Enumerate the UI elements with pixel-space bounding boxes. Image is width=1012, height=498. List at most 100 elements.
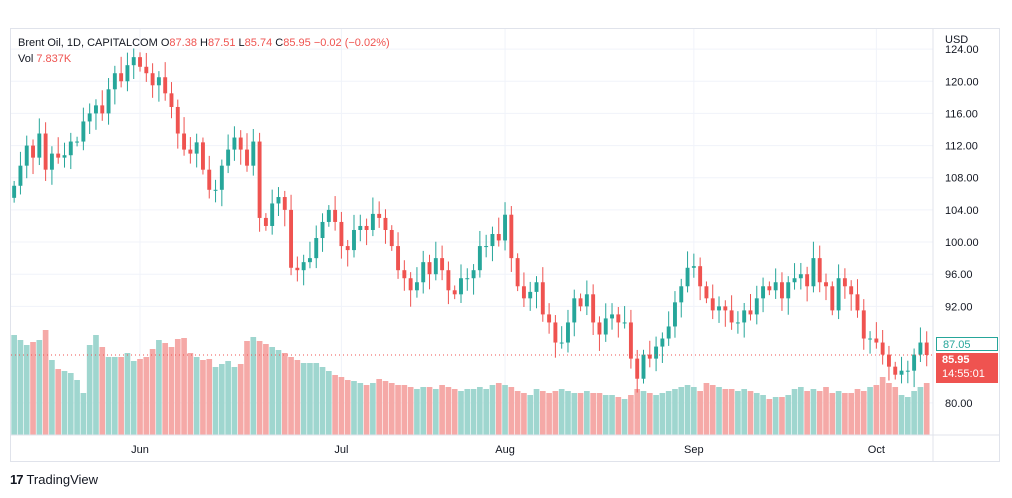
candle-body [477,246,482,271]
volume-bar [250,337,257,435]
volume-bar [823,387,829,435]
candle-body [874,338,879,343]
candle-body [125,65,130,82]
tradingview-logo[interactable]: 17 TradingView [10,472,98,487]
volume-bar [36,340,43,435]
candlestick-chart[interactable]: USD 124.00 120.00 116.00 112.00 108.00 104.00… [11,29,999,461]
candle-body [886,354,891,367]
candle-body [553,322,558,343]
volume-bar [55,369,62,435]
volume-bar [219,364,225,435]
candle-body [905,370,910,372]
volume-bar [357,383,364,435]
price-tick-label: 80.00 [945,398,973,410]
candle-body [24,145,29,166]
candle-body [509,214,514,259]
candle-body [12,185,17,198]
last-price-tag: 85.95 14:55:01 [936,353,998,383]
volume-bar [319,367,326,435]
candle-body [414,282,419,291]
volume-bar [137,359,143,435]
candle-body [169,93,174,107]
candle-body [201,142,205,170]
volume-label[interactable]: Vol [18,53,34,65]
volume-bar [112,357,118,435]
volume-bar [414,389,420,435]
candle-body [735,322,740,324]
candle-body [918,342,923,355]
time-tick-label: Jul [334,444,348,456]
candle-body [811,258,816,287]
bar-countdown: 14:55:01 [942,368,985,380]
volume-bar [231,367,238,435]
volume-bar [49,360,55,435]
volume-bar [785,395,792,435]
candle-body [824,282,828,287]
candle-body [219,165,224,190]
tradingview-logo-icon: 17 [10,472,24,487]
volume-bar [728,389,735,435]
candle-body [270,203,275,226]
volume-bar [445,387,452,435]
volume-bar [212,367,219,435]
volume-bar [93,335,99,435]
volume-bar [552,391,559,435]
volume-bar [571,393,578,435]
time-axis[interactable]: JunJulAugSepOctNovDe [131,444,999,456]
volume-bar [684,385,691,435]
volume-bar [489,385,496,435]
candle-body [748,310,753,315]
candle-body [893,366,898,375]
candle-body [383,217,388,230]
volume-bar [848,393,855,435]
candle-body [446,270,451,291]
candle-body [773,282,778,291]
chart-frame[interactable]: USD 124.00 120.00 116.00 112.00 108.00 104.00… [10,28,1000,462]
candle-body [94,105,98,114]
candle-body [289,209,294,268]
candle-body [717,306,721,311]
volume-bar [344,380,351,435]
candle-body [320,221,325,239]
volume-bar [307,363,313,435]
volume-bar [898,395,905,435]
candle-body [68,141,73,156]
volume-bar [621,399,628,435]
volume-bar [313,363,320,435]
price-axis[interactable]: USD 124.00 120.00 116.00 112.00 108.00 104.00… [945,34,979,410]
candles [12,48,929,393]
time-tick-label: Aug [495,444,515,456]
volume-bar [61,371,68,435]
candle-body [62,155,67,158]
volume-bar [124,353,131,435]
volume-bar [653,395,659,435]
candle-body [345,246,350,251]
volume-bar [691,387,697,435]
volume-bar [338,377,345,435]
volume-bar [829,393,836,435]
symbol-label[interactable]: Brent Oil, 1D, CAPITALCOM [18,37,158,49]
candle-body [307,258,312,263]
candle-body [263,217,268,226]
candle-body [899,370,904,375]
candle-body [251,141,256,166]
candle-body [742,310,747,323]
last-price-value: 85.95 [942,354,970,366]
volume-bar [181,338,187,435]
candle-body [465,278,470,280]
candle-body [855,294,860,311]
volume-bar [810,389,817,435]
candle-body [666,326,671,339]
candle-body [767,286,772,291]
volume-bar [816,391,823,435]
volume-bar [798,387,804,435]
candle-body [144,66,149,74]
candle-body [358,225,363,230]
candle-body [603,318,608,335]
price-tick-label: 108.00 [945,173,979,185]
volume-bar [672,389,678,435]
volume-bar [74,380,80,435]
volume-bar [206,359,213,435]
time-tick-label: Jun [131,444,149,456]
candle-body [427,262,432,275]
